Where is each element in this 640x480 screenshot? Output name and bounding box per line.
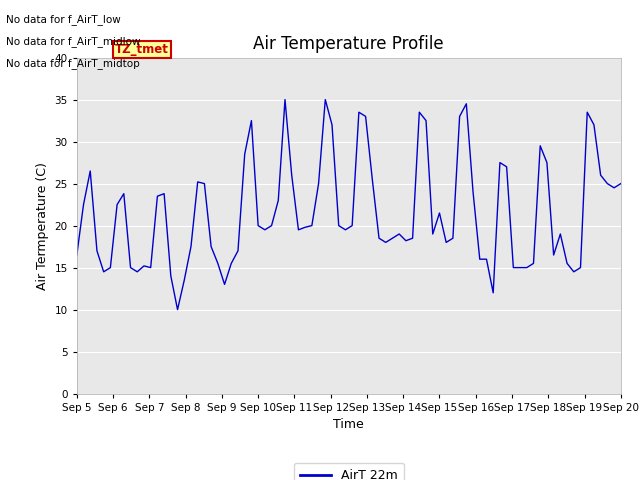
Text: No data for f_AirT_low: No data for f_AirT_low bbox=[6, 14, 121, 25]
Y-axis label: Air Termperature (C): Air Termperature (C) bbox=[36, 162, 49, 289]
Title: Air Temperature Profile: Air Temperature Profile bbox=[253, 35, 444, 53]
Text: TZ_tmet: TZ_tmet bbox=[115, 43, 169, 56]
Text: No data for f_AirT_midlow: No data for f_AirT_midlow bbox=[6, 36, 141, 47]
Text: No data for f_AirT_midtop: No data for f_AirT_midtop bbox=[6, 58, 140, 69]
Legend: AirT 22m: AirT 22m bbox=[294, 463, 404, 480]
X-axis label: Time: Time bbox=[333, 418, 364, 431]
